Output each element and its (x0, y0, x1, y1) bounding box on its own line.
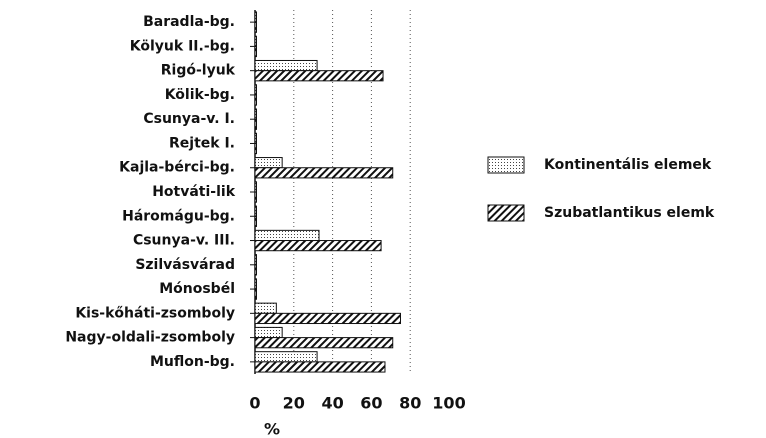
y-tick-label: Rejtek I. (169, 135, 235, 151)
bar (254, 205, 257, 217)
x-tick-label: 20 (283, 394, 305, 413)
bar (254, 337, 394, 349)
bar (254, 264, 257, 276)
y-tick-label: Hotváti-lik (152, 184, 236, 200)
x-tick-label: 80 (399, 394, 421, 413)
bar (254, 326, 283, 339)
y-tick-label: Kis-kőháti-zsomboly (75, 305, 235, 321)
y-tick-label: Szilvásvárad (135, 257, 235, 273)
bar (254, 288, 257, 300)
bar (254, 59, 318, 72)
bar (254, 312, 401, 325)
legend-label: Kontinentális elemek (544, 157, 712, 173)
bar (254, 35, 257, 47)
bar (254, 229, 320, 242)
y-tick-label: Nagy-oldali-zsomboly (65, 330, 235, 346)
bar (254, 45, 257, 58)
bar (254, 157, 283, 169)
x-tick-label: 40 (321, 394, 343, 413)
bar (254, 118, 257, 130)
bar (254, 181, 257, 193)
bar (254, 108, 257, 120)
y-tick-label: Kölyuk II.-bg. (130, 38, 235, 54)
bar (254, 70, 384, 82)
y-tick-label: Csunya-v. III. (133, 233, 235, 249)
x-tick-label: 0 (249, 394, 260, 413)
y-tick-label: Háromágu-bg. (122, 208, 235, 224)
y-tick-label: Kajla-bérci-bg. (119, 160, 235, 176)
y-tick-label: Muflon-bg. (150, 354, 235, 370)
y-tick-label: Csunya-v. I. (143, 111, 235, 127)
bar (254, 11, 257, 23)
x-axis-label: % (264, 420, 280, 438)
y-tick-label: Baradla-bg. (143, 14, 235, 30)
bar (254, 240, 382, 252)
y-tick-label: Mónosbél (159, 281, 235, 297)
legend-swatch (487, 204, 525, 222)
bar (254, 84, 257, 96)
y-tick-label: Kölik-bg. (165, 87, 235, 103)
x-tick-label: 60 (360, 394, 382, 413)
y-tick-label: Rigó-lyuk (161, 63, 236, 79)
bar (254, 132, 257, 144)
legend-label: Szubatlantikus elemk (544, 205, 715, 221)
bar (254, 215, 257, 227)
bar (254, 278, 257, 290)
bar (254, 21, 257, 33)
bar (254, 191, 257, 203)
bar (254, 254, 257, 266)
bar (254, 302, 277, 314)
bar (254, 94, 257, 106)
bar (254, 361, 386, 373)
x-tick-label: 100 (432, 394, 465, 413)
bar (254, 142, 257, 155)
bar (254, 167, 394, 179)
bar (254, 351, 318, 363)
legend-swatch (487, 156, 525, 174)
